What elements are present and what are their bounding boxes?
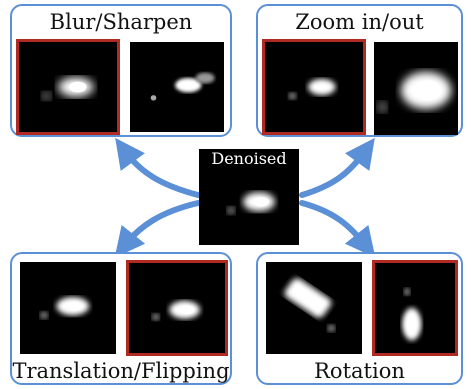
panel-title-blur-sharpen: Blur/Sharpen: [49, 10, 193, 34]
translation-flipping-augmented-image: [20, 262, 116, 354]
denoised-image: Denoised: [199, 149, 299, 245]
arrow-to-zoom: [299, 137, 375, 198]
denoised-label: Denoised: [211, 149, 287, 168]
blur-sharpen-original-image: [16, 39, 120, 135]
panel-blur-sharpen: Blur/Sharpen: [10, 4, 232, 137]
arrow-to-rotation: [299, 200, 376, 258]
arrow-to-translation-flipping: [114, 200, 201, 258]
arrow-to-blur-sharpen: [115, 137, 201, 198]
panel-title-rotation: Rotation: [314, 359, 405, 383]
panel-title-zoom: Zoom in/out: [295, 10, 424, 34]
panel-title-translation-flipping: Translation/Flipping: [12, 359, 230, 383]
zoom-original-image: [262, 39, 366, 135]
blur-sharpen-augmented-image: [130, 42, 224, 132]
rotation-augmented-image: [266, 262, 362, 354]
translation-flipping-original-image: [126, 260, 228, 356]
zoom-augmented-image: [374, 42, 458, 135]
panel-zoom: Zoom in/out: [256, 4, 463, 137]
rotation-original-image: [372, 260, 458, 356]
panel-rotation: Rotation: [256, 252, 463, 385]
panel-translation-flipping: Translation/Flipping: [10, 252, 232, 385]
